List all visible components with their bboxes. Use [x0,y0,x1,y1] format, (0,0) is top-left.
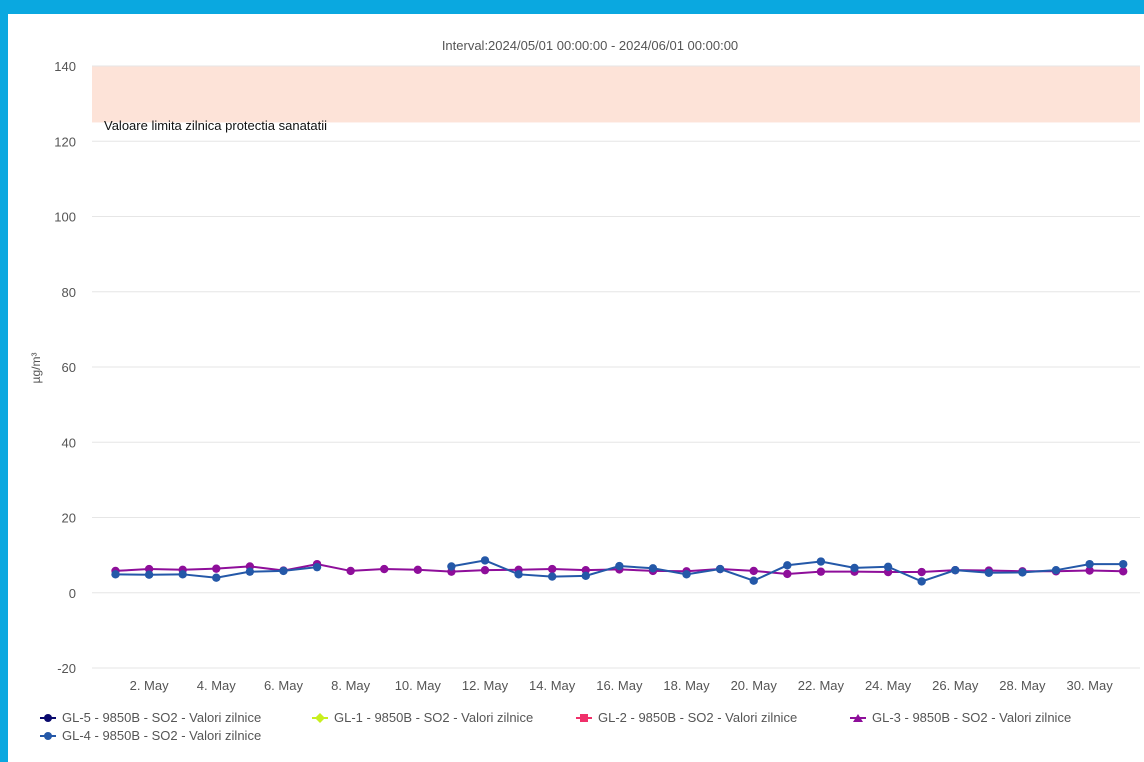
data-point [1085,566,1094,575]
data-point [783,561,792,570]
y-axis-ticks: -20 0 20 40 60 80 100 120 140 [54,59,76,676]
data-point [749,576,758,585]
x-tick-label: 24. May [865,678,912,693]
y-tick-label: 120 [54,134,76,149]
data-point [547,564,557,574]
y-tick-label: 0 [69,586,76,601]
x-tick-label: 26. May [932,678,979,693]
data-point [816,557,826,566]
data-point [850,563,859,573]
y-tick-label: 60 [62,360,76,375]
data-point [682,570,691,579]
x-tick-label: 14. May [529,678,576,693]
data-point [279,566,288,576]
x-tick-label: 22. May [798,678,845,693]
data-point [413,565,423,574]
legend-label: GL-3 - 9850B - SO2 - Valori zilnice [872,710,1072,725]
x-tick-label: 2. May [130,678,170,693]
data-point [1085,559,1094,569]
data-point [111,570,120,579]
data-point [648,564,658,573]
x-tick-label: 18. May [663,678,710,693]
y-tick-label: 140 [54,59,76,74]
x-tick-label: 6. May [264,678,304,693]
data-point [951,565,960,575]
data-point [883,562,893,571]
data-point [346,566,355,576]
data-point [380,564,389,574]
data-point [547,572,557,581]
legend-label: GL-4 - 9850B - SO2 - Valori zilnice [62,728,262,743]
chart-title: Interval:2024/05/01 00:00:00 - 2024/06/0… [442,38,738,53]
y-tick-label: 40 [62,435,76,450]
x-tick-label: 28. May [999,678,1046,693]
legend-marker-icon [40,731,56,740]
x-tick-label: 16. May [596,678,643,693]
data-point [212,573,221,582]
legend-label: GL-2 - 9850B - SO2 - Valori zilnice [598,710,798,725]
data-point [1119,567,1128,576]
data-point [816,567,826,576]
y-axis-label: µg/m³ [29,353,43,384]
data-point [917,567,926,577]
data-point [212,564,221,573]
legend-item[interactable]: GL-3 - 9850B - SO2 - Valori zilnice [850,710,1071,725]
legend-item[interactable]: GL-2 - 9850B - SO2 - Valori zilnice [576,710,797,725]
legend-marker-icon [576,713,592,722]
x-tick-label: 8. May [331,678,371,693]
y-tick-label: 20 [62,511,76,526]
x-tick-label: 12. May [462,678,509,693]
data-point [715,564,725,574]
legend-item[interactable]: GL-5 - 9850B - SO2 - Valori zilnice [40,710,261,725]
data-point [581,571,590,581]
gridlines [92,65,1140,669]
x-tick-label: 4. May [197,678,237,693]
y-tick-label: 100 [54,210,76,225]
legend-label: GL-5 - 9850B - SO2 - Valori zilnice [62,710,262,725]
y-tick-label: -20 [57,661,76,676]
series-layer [111,556,1128,586]
data-point [514,570,523,579]
plot-band [92,66,1140,123]
data-point [447,562,456,571]
data-point [480,565,490,575]
data-point [480,556,490,565]
data-point [917,577,926,586]
data-point [783,569,792,579]
plot-band-label: Valoare limita zilnica protectia sanatat… [104,118,327,133]
legend-label: GL-1 - 9850B - SO2 - Valori zilnice [334,710,534,725]
data-point [245,567,255,576]
x-tick-label: 30. May [1066,678,1113,693]
legend-marker-icon [850,713,866,722]
data-point [178,570,187,579]
data-point [615,561,624,571]
x-tick-label: 20. May [731,678,778,693]
legend-item[interactable]: GL-1 - 9850B - SO2 - Valori zilnice [312,710,533,725]
legend-item[interactable]: GL-4 - 9850B - SO2 - Valori zilnice [40,728,261,743]
data-point [1018,568,1027,577]
y-tick-label: 80 [62,285,76,300]
x-tick-label: 10. May [395,678,442,693]
data-point [1051,565,1061,575]
legend-marker-icon [40,713,56,722]
legend-marker-icon [312,712,328,723]
x-axis-ticks: 2. May 4. May 6. May 8. May 10. May 12. May 14… [130,678,1114,693]
data-point [984,568,994,578]
data-point [1119,559,1128,569]
data-point [749,566,758,576]
data-point [312,562,322,572]
data-point [144,570,154,579]
